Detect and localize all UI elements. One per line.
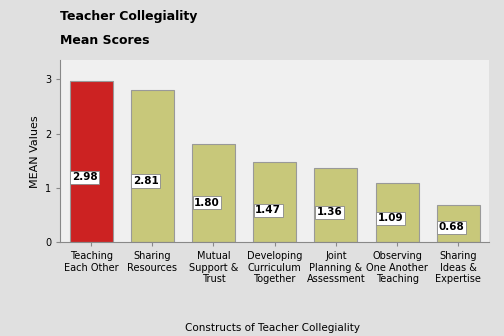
Text: Teacher Collegiality: Teacher Collegiality — [60, 10, 198, 23]
Bar — [70, 81, 112, 242]
Bar — [192, 144, 235, 242]
Text: 1.80: 1.80 — [194, 198, 220, 208]
Bar — [253, 162, 296, 242]
Bar — [131, 90, 174, 242]
Bar — [314, 168, 357, 242]
Text: 2.81: 2.81 — [133, 176, 159, 186]
Text: 2.98: 2.98 — [72, 172, 97, 182]
Y-axis label: MEAN Values: MEAN Values — [30, 115, 40, 187]
Text: Constructs of Teacher Collegiality: Constructs of Teacher Collegiality — [184, 323, 360, 333]
Text: 1.09: 1.09 — [378, 213, 404, 223]
Text: 1.47: 1.47 — [255, 205, 281, 215]
Text: 1.36: 1.36 — [317, 207, 342, 217]
Text: 0.68: 0.68 — [439, 222, 465, 232]
Bar — [375, 183, 418, 242]
Bar — [437, 205, 480, 242]
Text: Mean Scores: Mean Scores — [60, 34, 150, 47]
